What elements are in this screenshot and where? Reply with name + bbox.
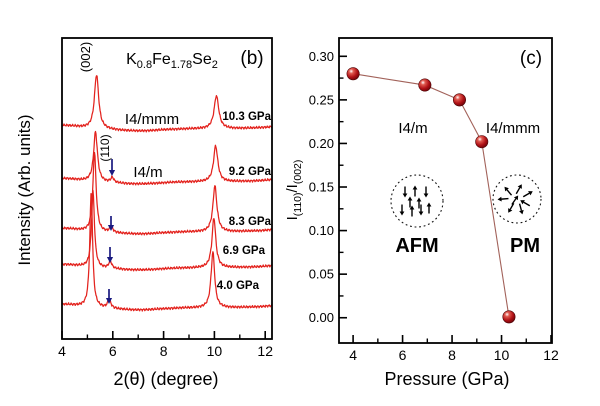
x-tick-label: 10 <box>207 343 223 359</box>
spin-arrow-head <box>423 193 429 198</box>
spin-arrow-head <box>416 197 422 202</box>
pressure-label-10-3: 10.3 GPa <box>222 111 271 123</box>
panel-b: 4 6 8 10 12 Intensity (Arb. units) 2(θ) (deg… <box>15 37 273 389</box>
panel-b-frame <box>61 37 273 340</box>
region-label-i4m: I4/m <box>398 120 427 137</box>
panel-b-y-axis-label: Intensity (Arb. units) <box>15 114 34 265</box>
y-tick-label: 0.05 <box>309 267 334 282</box>
spin-arrow-line <box>518 203 523 211</box>
x-tick-label: 6 <box>109 343 117 359</box>
region-label-i4mmm: I4/mmm <box>486 120 540 137</box>
x-tick-label: 12 <box>543 347 559 363</box>
panel-c-frame <box>338 37 553 344</box>
xrd-curve-6.9-GPa <box>61 189 273 272</box>
y-tick-label: 0.20 <box>309 136 334 151</box>
x-tick-label: 12 <box>257 343 273 359</box>
panel-c-axis-ticks: 4 6 8 10 12 0.00 0.05 0.10 0.15 0.20 0.25 0.30 <box>309 49 559 363</box>
spin-arrow-line <box>523 201 531 207</box>
spin-arrow-head <box>513 195 519 201</box>
data-point-10.3GPa <box>502 310 516 324</box>
spin-arrow-head <box>409 205 415 210</box>
x-tick-label: 4 <box>58 343 66 359</box>
xrd-curves-group <box>61 75 273 312</box>
panel-c-y-axis-label: I(110)/I(002) <box>284 160 304 221</box>
y-tick-label: 0.15 <box>309 180 334 195</box>
spin-arrow-head <box>426 202 432 207</box>
pressure-label-4-0: 4.0 GPa <box>217 280 260 292</box>
xrd-curve-9.2-GPa <box>61 130 273 186</box>
arrow-110-head <box>106 257 114 263</box>
peak-110-arrows-group <box>105 159 116 304</box>
spin-arrow-head <box>520 200 525 205</box>
peak-110-label: (110) <box>98 134 112 161</box>
y-tick-label: 0.25 <box>309 92 334 107</box>
arrow-110-head <box>105 298 113 304</box>
xrd-curve-4.0-GPa <box>61 192 273 312</box>
spin-arrow-head <box>412 185 418 190</box>
panel-b-x-axis-label: 2(θ) (degree) <box>113 369 218 389</box>
spin-arrow-line <box>515 187 521 195</box>
data-point-6.9GPa <box>418 78 432 92</box>
pressure-label-9-2: 9.2 GPa <box>229 166 272 178</box>
spin-arrow-line <box>506 189 513 196</box>
spin-arrow-head <box>508 208 513 213</box>
spin-arrow-head <box>402 193 408 198</box>
afm-label: AFM <box>395 235 438 257</box>
spin-arrow-line <box>511 198 517 205</box>
spin-arrow-head <box>407 196 413 201</box>
panel-c-x-axis-label: Pressure (GPa) <box>384 369 509 389</box>
spin-arrow-line <box>522 192 530 198</box>
ratio-line <box>353 73 510 317</box>
arrow-110-head <box>108 170 116 176</box>
panel-b-axis-ticks: 4 6 8 10 12 <box>58 331 273 359</box>
phase-label-i4m-b: I4/m <box>133 164 162 181</box>
spin-diagrams-group <box>390 174 542 228</box>
data-point-4GPa <box>346 67 360 81</box>
ratio-plot-group <box>346 67 516 324</box>
data-point-9.2GPa <box>475 135 489 149</box>
xrd-curve-8.3-GPa <box>61 151 273 236</box>
spin-arrow-head <box>399 211 405 216</box>
x-tick-label: 4 <box>349 347 357 363</box>
pressure-label-6-9: 6.9 GPa <box>223 245 266 257</box>
spin-arrow-head <box>418 211 424 216</box>
xrd-curve-10.3-GPa <box>61 75 273 133</box>
panel-c-label: (c) <box>520 48 542 69</box>
x-tick-label: 6 <box>399 347 407 363</box>
sample-formula: K0.8Fe1.78Se2 <box>126 51 218 71</box>
spin-arrow-head <box>517 184 522 189</box>
pm-spin-circle <box>492 174 542 224</box>
spin-arrow-head <box>504 186 509 192</box>
x-tick-label: 8 <box>160 343 168 359</box>
arrow-110-head <box>107 225 115 231</box>
afm-spin-circle <box>390 174 444 228</box>
panel-b-label: (b) <box>240 48 263 69</box>
data-point-8.3GPa <box>452 93 466 107</box>
spin-arrow-line <box>509 202 515 210</box>
spin-arrow-head <box>528 191 533 196</box>
spin-arrow-head <box>497 196 502 202</box>
spin-arrow-head <box>519 209 524 215</box>
pm-label: PM <box>510 235 540 257</box>
y-tick-label: 0.30 <box>309 49 334 64</box>
peak-002-label: (002) <box>78 42 93 72</box>
phase-label-i4mmm-b: I4/mmm <box>125 111 179 128</box>
spin-arrow-line <box>501 197 509 200</box>
panel-c: 4 6 8 10 12 0.00 0.05 0.10 0.15 0.20 0.25 0.30 I(11… <box>284 37 559 389</box>
pressure-label-8-3: 8.3 GPa <box>229 216 272 228</box>
x-tick-label: 10 <box>494 347 510 363</box>
y-tick-label: 0.00 <box>309 310 334 325</box>
y-tick-label: 0.10 <box>309 223 334 238</box>
x-tick-label: 8 <box>448 347 456 363</box>
